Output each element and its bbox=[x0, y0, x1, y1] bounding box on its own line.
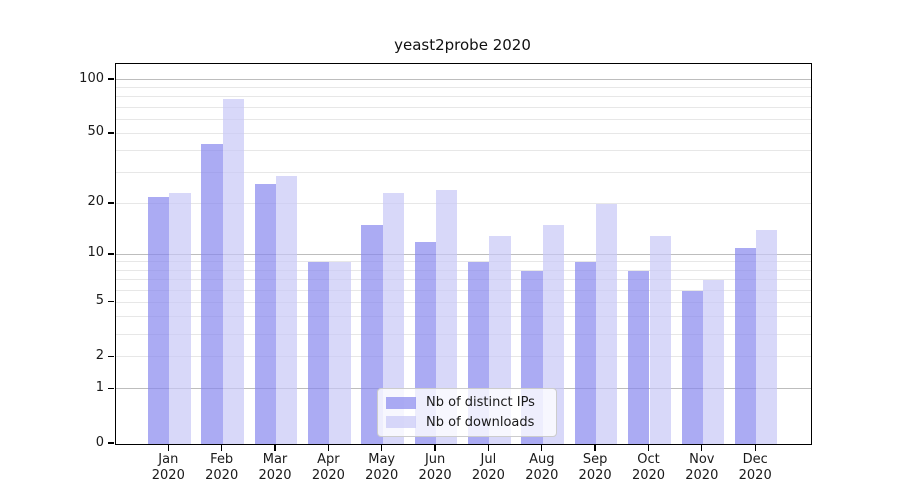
bar-mar-distinct-ips bbox=[254, 184, 276, 444]
y-tick-label: 50 bbox=[87, 124, 104, 140]
gridline bbox=[116, 150, 811, 152]
x-tick-label-sep: Sep 2020 bbox=[578, 452, 612, 483]
x-tick-label-apr: Apr 2020 bbox=[311, 452, 345, 483]
gridline bbox=[116, 333, 811, 335]
y-tick-mark bbox=[107, 442, 114, 444]
gridline bbox=[116, 316, 811, 318]
legend-swatch-distinct-ips bbox=[386, 396, 416, 409]
y-tick-mark bbox=[107, 202, 114, 204]
x-tick-mark bbox=[167, 444, 169, 451]
x-tick-mark bbox=[647, 444, 650, 451]
x-tick-mark bbox=[594, 444, 596, 451]
gridline bbox=[116, 261, 811, 263]
y-tick-label: 5 bbox=[95, 293, 104, 309]
gridline bbox=[116, 253, 811, 255]
gridline bbox=[116, 301, 811, 303]
y-tick-mark bbox=[107, 301, 114, 303]
x-tick-mark bbox=[221, 444, 223, 451]
x-tick-label-dec: Dec 2020 bbox=[738, 452, 772, 483]
bar-dec-distinct-ips bbox=[734, 248, 757, 444]
x-tick-mark bbox=[487, 444, 490, 451]
y-tick-label: 1 bbox=[95, 379, 104, 395]
gridline bbox=[116, 106, 811, 108]
gridline bbox=[116, 87, 811, 89]
bar-nov-distinct-ips bbox=[681, 290, 703, 444]
gridline bbox=[116, 289, 811, 291]
x-tick-label-jan: Jan 2020 bbox=[151, 452, 185, 483]
bar-apr-downloads bbox=[329, 262, 351, 444]
x-tick-mark bbox=[754, 444, 756, 451]
bar-apr-distinct-ips bbox=[308, 262, 330, 444]
legend-label-distinct-ips: Nb of distinct IPs bbox=[426, 395, 535, 411]
y-tick-mark bbox=[107, 387, 114, 389]
legend-item-distinct-ips: Nb of distinct IPs bbox=[378, 395, 556, 410]
plot-area bbox=[115, 63, 812, 445]
x-tick-label-oct: Oct 2020 bbox=[631, 452, 666, 483]
gridline bbox=[116, 79, 811, 80]
gridline bbox=[116, 269, 811, 271]
x-tick-mark bbox=[381, 444, 383, 451]
legend-item-downloads: Nb of downloads bbox=[378, 415, 556, 430]
x-tick-label-may: May 2020 bbox=[365, 452, 399, 483]
legend: Nb of distinct IPs Nb of downloads bbox=[377, 388, 557, 437]
x-tick-label-mar: Mar 2020 bbox=[258, 452, 292, 483]
chart-title: yeast2probe 2020 bbox=[394, 36, 531, 54]
gridline bbox=[116, 172, 811, 174]
y-tick-mark bbox=[107, 132, 114, 134]
x-tick-mark bbox=[327, 444, 330, 451]
x-tick-label-feb: Feb 2020 bbox=[205, 452, 239, 483]
y-tick-mark bbox=[107, 78, 114, 80]
y-tick-mark bbox=[107, 253, 114, 255]
bar-sep-downloads bbox=[596, 203, 618, 444]
gridline bbox=[116, 96, 811, 98]
x-tick-label-jun: Jun 2020 bbox=[418, 452, 452, 483]
gridline bbox=[116, 202, 811, 204]
bar-oct-downloads bbox=[649, 235, 671, 444]
gridline bbox=[116, 279, 811, 280]
bar-jun-downloads bbox=[436, 190, 458, 444]
y-tick-label: 10 bbox=[87, 245, 104, 261]
x-tick-mark bbox=[701, 444, 703, 451]
y-tick-label: 0 bbox=[95, 434, 104, 450]
x-tick-label-jul: Jul 2020 bbox=[471, 452, 505, 483]
bar-sep-distinct-ips bbox=[574, 262, 597, 444]
y-tick-label: 2 bbox=[95, 347, 104, 363]
x-tick-mark bbox=[274, 444, 276, 451]
bar-feb-distinct-ips bbox=[201, 143, 223, 444]
x-tick-mark bbox=[434, 444, 436, 451]
bar-dec-downloads bbox=[756, 230, 778, 444]
bar-nov-downloads bbox=[702, 280, 725, 444]
bar-oct-distinct-ips bbox=[628, 270, 650, 444]
x-tick-mark bbox=[541, 444, 543, 451]
bar-jan-downloads bbox=[169, 193, 191, 444]
gridline bbox=[116, 118, 811, 120]
y-tick-mark bbox=[107, 355, 114, 358]
legend-swatch-downloads bbox=[386, 416, 416, 429]
y-tick-label: 20 bbox=[87, 194, 104, 210]
legend-label-downloads: Nb of downloads bbox=[426, 414, 535, 430]
bar-mar-downloads bbox=[276, 175, 298, 444]
x-tick-label-nov: Nov 2020 bbox=[685, 452, 719, 483]
gridline bbox=[116, 356, 811, 358]
y-tick-label: 100 bbox=[79, 70, 104, 86]
x-tick-label-aug: Aug 2020 bbox=[525, 452, 559, 483]
bar-feb-downloads bbox=[222, 99, 244, 444]
bar-may-downloads bbox=[382, 193, 404, 444]
bar-jan-distinct-ips bbox=[148, 196, 170, 444]
gridline bbox=[116, 132, 811, 134]
